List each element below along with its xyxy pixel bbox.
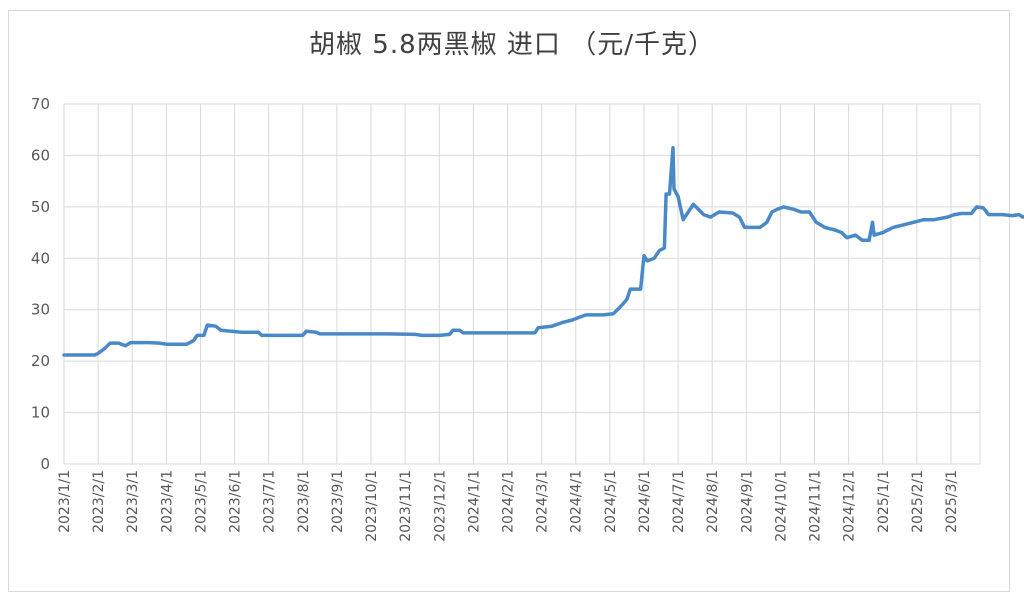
y-tick-label: 40 [31, 249, 50, 267]
x-tick-label: 2024/5/1 [603, 470, 619, 533]
x-tick-label: 2025/3/1 [944, 470, 960, 533]
x-tick-label: 2024/3/1 [535, 470, 551, 533]
y-tick-label: 0 [40, 455, 50, 473]
x-tick-label: 2023/5/1 [193, 470, 209, 533]
x-tick-label: 2023/4/1 [159, 470, 175, 533]
x-tick-label: 2023/12/1 [432, 470, 448, 542]
x-tick-label: 2023/1/1 [57, 470, 73, 533]
y-tick-label: 30 [31, 301, 50, 319]
y-tick-label: 50 [31, 198, 50, 216]
chart-frame [8, 10, 1010, 592]
y-tick-label: 70 [31, 95, 50, 113]
x-tick-label: 2024/7/1 [671, 470, 687, 533]
x-tick-label: 2024/10/1 [773, 470, 789, 542]
x-tick-label: 2024/9/1 [739, 470, 755, 533]
x-tick-label: 2023/11/1 [398, 470, 414, 542]
x-tick-label: 2024/2/1 [501, 470, 517, 533]
x-tick-label: 2024/11/1 [808, 470, 824, 542]
x-tick-label: 2024/8/1 [705, 470, 721, 533]
x-tick-label: 2024/12/1 [842, 470, 858, 542]
x-tick-label: 2023/8/1 [296, 470, 312, 533]
x-tick-label: 2025/1/1 [876, 470, 892, 533]
grid-lines [63, 103, 981, 465]
y-tick-label: 60 [31, 146, 50, 164]
x-axis-ticks: 2023/1/1 2023/2/1 2023/3/1 2023/4/1 2023/5/1… [57, 470, 960, 542]
x-tick-label: 2023/10/1 [364, 470, 380, 542]
x-tick-label: 2023/6/1 [228, 470, 244, 533]
series-layer [62, 145, 1024, 357]
x-tick-label: 2024/4/1 [569, 470, 585, 533]
x-tick-label: 2023/3/1 [125, 470, 141, 533]
series-line [62, 145, 1024, 357]
chart-title: 胡椒 5.8两黑椒 进口 （元/千克） [309, 30, 715, 60]
x-tick-label: 2024/6/1 [637, 470, 653, 533]
x-tick-label: 2023/2/1 [91, 470, 107, 533]
x-tick-label: 2023/9/1 [330, 470, 346, 533]
y-tick-label: 10 [31, 404, 50, 422]
x-tick-label: 2025/2/1 [910, 470, 926, 533]
x-tick-label: 2024/1/1 [466, 470, 482, 533]
x-tick-label: 2023/7/1 [262, 470, 278, 533]
y-axis-ticks: 0 10 20 30 40 50 60 70 [31, 95, 50, 473]
y-tick-label: 20 [31, 352, 50, 370]
